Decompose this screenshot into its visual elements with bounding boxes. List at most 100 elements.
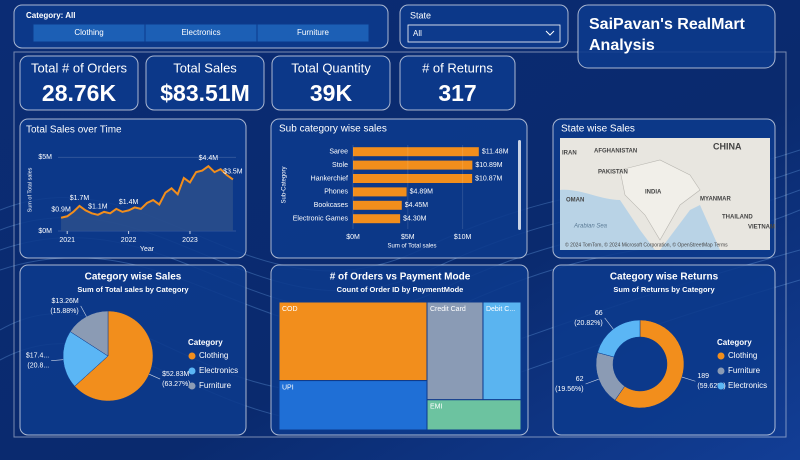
bar: [353, 214, 401, 224]
data-label: $11.48M: [482, 149, 509, 156]
data-label: $1.7M: [70, 195, 90, 202]
kpi-value: 39K: [310, 80, 353, 106]
slicer-option-label: Clothing: [74, 28, 103, 37]
data-label-percent: (19.56%): [555, 386, 583, 393]
y-tick-label: Phones: [324, 189, 348, 196]
y-axis-title: Sum of Total sales: [27, 167, 33, 212]
x-tick-label: 2021: [59, 237, 75, 244]
map-label: MYANMAR: [700, 197, 731, 203]
legend-swatch: [188, 352, 196, 360]
map-attribution: © 2024 TomTom, © 2024 Microsoft Corporat…: [565, 241, 728, 248]
x-tick-label: $5M: [401, 234, 415, 241]
data-label: $4.45M: [405, 202, 429, 209]
dashboard-title: SaiPavan's RealMart Analysis: [589, 16, 745, 54]
map-label: Arabian Sea: [573, 224, 608, 230]
cell-label: Debit C...: [486, 306, 515, 313]
x-axis-title: Sum of Total sales: [388, 244, 437, 250]
scrollbar: [518, 140, 521, 230]
kpi-value: $83.51M: [160, 80, 250, 106]
slicer-option-label: Furniture: [297, 28, 330, 37]
kpi-card: [271, 55, 391, 111]
chart-title: Sub category wise sales: [279, 124, 387, 135]
map-label: CHINA: [713, 141, 742, 151]
slicer-option[interactable]: [256, 23, 370, 43]
legend-label: Furniture: [199, 381, 232, 390]
data-label-percent: (20.8...: [27, 363, 49, 370]
state-value: All: [413, 29, 422, 38]
legend-label: Clothing: [199, 351, 228, 360]
y-tick-label: Hankerchief: [311, 175, 348, 182]
cell-label: UPI: [282, 384, 294, 391]
treemap-cell: [482, 301, 522, 401]
bar: [353, 187, 407, 197]
legend-swatch: [717, 367, 725, 375]
legend-label: Electronics: [199, 366, 238, 375]
chart-title: Category wise Sales: [85, 272, 182, 283]
legend-swatch: [717, 382, 725, 390]
data-label: $1.4M: [119, 199, 139, 206]
leader-line: [604, 317, 614, 330]
slice: [62, 331, 109, 387]
y-tick-label: $5M: [38, 154, 52, 161]
data-label: $4.30M: [403, 216, 427, 223]
chart-subtitle: Sum of Returns by Category: [613, 285, 715, 294]
legend-label: Clothing: [728, 351, 757, 360]
slice: [597, 319, 641, 358]
data-label: 189: [697, 373, 709, 380]
dropdown-arrow: [545, 30, 555, 36]
kpi-card: [145, 55, 265, 111]
data-label: 66: [595, 310, 603, 317]
y-tick-label: Electronic Games: [293, 216, 349, 223]
kpi-card: [19, 55, 139, 111]
x-tick-label: 2022: [121, 237, 137, 244]
y-tick-label: Saree: [329, 149, 348, 156]
kpi-card: [399, 55, 516, 111]
map-label: OMAN: [566, 198, 584, 204]
slicer-label: Category: All: [26, 11, 76, 20]
cell-label: COD: [282, 306, 298, 313]
data-label: $10.87M: [475, 175, 502, 182]
data-label: $4.4M: [199, 155, 219, 162]
slice: [69, 310, 109, 357]
chart-title: Total Sales over Time: [26, 125, 122, 136]
data-label: $3.5M: [223, 168, 243, 175]
chart-title: # of Orders vs Payment Mode: [330, 272, 471, 283]
chart-title: State wise Sales: [561, 124, 635, 135]
leader-line: [681, 376, 696, 382]
x-tick-label: $0M: [346, 234, 360, 241]
data-label: $17.4...: [26, 353, 49, 360]
legend-title: Category: [188, 338, 223, 347]
line: [60, 164, 234, 219]
y-axis-title: Sub-Category: [282, 166, 288, 203]
x-tick-label: $10M: [454, 234, 472, 241]
kpi-label: Total Quantity: [291, 60, 371, 75]
state-dropdown[interactable]: [407, 24, 561, 43]
map-label: VIETNAM: [748, 225, 775, 231]
bar: [353, 200, 402, 210]
kpi-value: 28.76K: [42, 80, 117, 106]
data-label: $1.1M: [88, 204, 108, 211]
treemap-cell: [278, 380, 428, 431]
x-axis-title: Year: [140, 246, 155, 253]
map-label: AFGHANISTAN: [594, 149, 637, 155]
bar: [353, 174, 473, 183]
chart-title: Category wise Returns: [610, 272, 719, 283]
treemap-cell: [426, 301, 484, 401]
legend-swatch: [188, 382, 196, 390]
map-label: INDIA: [645, 190, 662, 196]
x-tick-label: 2023: [182, 237, 198, 244]
map-india: [619, 159, 701, 241]
slice: [74, 310, 154, 402]
map-bay: [660, 205, 720, 250]
data-label-percent: (63.27%): [162, 381, 190, 388]
leader-line: [149, 373, 161, 380]
kpi-label: Total # of Orders: [31, 60, 128, 75]
leader-line: [51, 359, 64, 361]
data-label: $13.26M: [51, 298, 78, 305]
kpi-label: Total Sales: [173, 60, 237, 75]
map-sea: [560, 189, 655, 250]
treemap-cell: [426, 399, 522, 431]
treemap-cell: [278, 301, 428, 382]
y-tick-label: $0M: [38, 228, 52, 235]
